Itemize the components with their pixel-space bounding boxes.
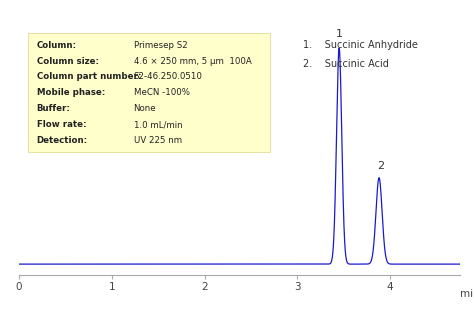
Text: Flow rate:: Flow rate: — [36, 120, 86, 129]
Text: S2-46.250.0510: S2-46.250.0510 — [134, 72, 202, 82]
Text: Buffer:: Buffer: — [36, 104, 71, 113]
Text: 4.6 × 250 mm, 5 μm  100A: 4.6 × 250 mm, 5 μm 100A — [134, 57, 251, 65]
Text: Column part number:: Column part number: — [36, 72, 141, 82]
Text: Primesep S2: Primesep S2 — [134, 41, 187, 50]
Text: Mobile phase:: Mobile phase: — [36, 88, 105, 97]
Text: 1: 1 — [336, 29, 343, 40]
Text: MeCN -100%: MeCN -100% — [134, 88, 190, 97]
Text: 2: 2 — [377, 161, 384, 171]
Text: 1.    Succinic Anhydride: 1. Succinic Anhydride — [303, 40, 418, 50]
Text: 2.    Succinic Acid: 2. Succinic Acid — [303, 59, 389, 69]
Text: UV 225 nm: UV 225 nm — [134, 136, 182, 145]
Text: min: min — [460, 289, 474, 299]
Text: None: None — [134, 104, 156, 113]
FancyBboxPatch shape — [28, 33, 270, 152]
Text: Detection:: Detection: — [36, 136, 88, 145]
Text: Column size:: Column size: — [36, 57, 99, 65]
Text: Column:: Column: — [36, 41, 77, 50]
Text: 1.0 mL/min: 1.0 mL/min — [134, 120, 182, 129]
